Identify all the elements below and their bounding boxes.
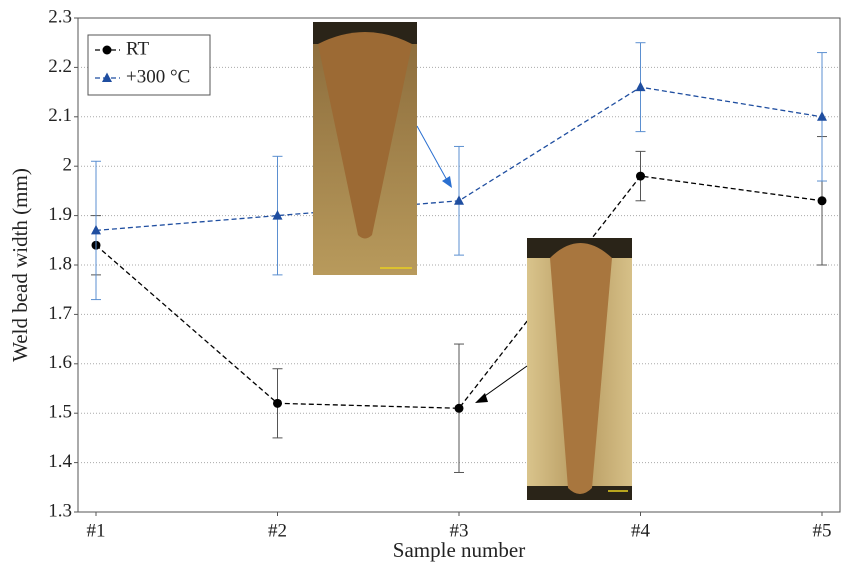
data-point bbox=[635, 81, 646, 92]
data-point bbox=[91, 224, 101, 235]
y-axis-label: Weld bead width (mm) bbox=[8, 168, 32, 362]
x-tick-label: #3 bbox=[450, 520, 469, 541]
x-tick-label: #1 bbox=[87, 520, 106, 541]
y-tick-label: 2.2 bbox=[48, 56, 72, 77]
y-tick-label: 1.4 bbox=[48, 451, 72, 472]
y-tick-label: 1.9 bbox=[48, 204, 72, 225]
inset-image-1 bbox=[313, 22, 417, 275]
legend-marker bbox=[102, 72, 112, 82]
y-tick-label: 1.7 bbox=[48, 303, 72, 324]
legend-marker bbox=[102, 45, 112, 55]
series-layer bbox=[91, 42, 827, 473]
legend-label: RT bbox=[126, 38, 150, 59]
y-tick-label: 1.8 bbox=[48, 253, 72, 274]
legend-label: +300 °C bbox=[126, 66, 190, 87]
data-point bbox=[636, 171, 645, 181]
legend-items: RT +300 °C bbox=[95, 38, 190, 87]
annotation-arrows bbox=[416, 125, 528, 403]
y-tick-label: 1.3 bbox=[48, 500, 72, 521]
x-tick-label: #4 bbox=[631, 520, 651, 541]
legend: RT +300 °C bbox=[87, 34, 211, 96]
data-point bbox=[817, 111, 827, 121]
data-point bbox=[272, 210, 283, 220]
data-point bbox=[273, 398, 282, 408]
y-tick-label: 1.5 bbox=[48, 402, 72, 423]
y-tick-label: 2.3 bbox=[48, 6, 72, 27]
x-axis-label: Sample number bbox=[393, 538, 525, 562]
inset-image-2 bbox=[527, 238, 632, 500]
y-tick-label: 2.1 bbox=[48, 105, 72, 126]
y-tick-label: 2 bbox=[63, 155, 73, 176]
x-tick-label: #5 bbox=[813, 520, 832, 541]
series-line bbox=[95, 175, 823, 409]
x-tick-label: #2 bbox=[268, 520, 287, 541]
data-point bbox=[454, 195, 464, 205]
data-point bbox=[454, 403, 464, 413]
data-point bbox=[817, 196, 827, 206]
y-tick-label: 1.6 bbox=[48, 352, 72, 373]
